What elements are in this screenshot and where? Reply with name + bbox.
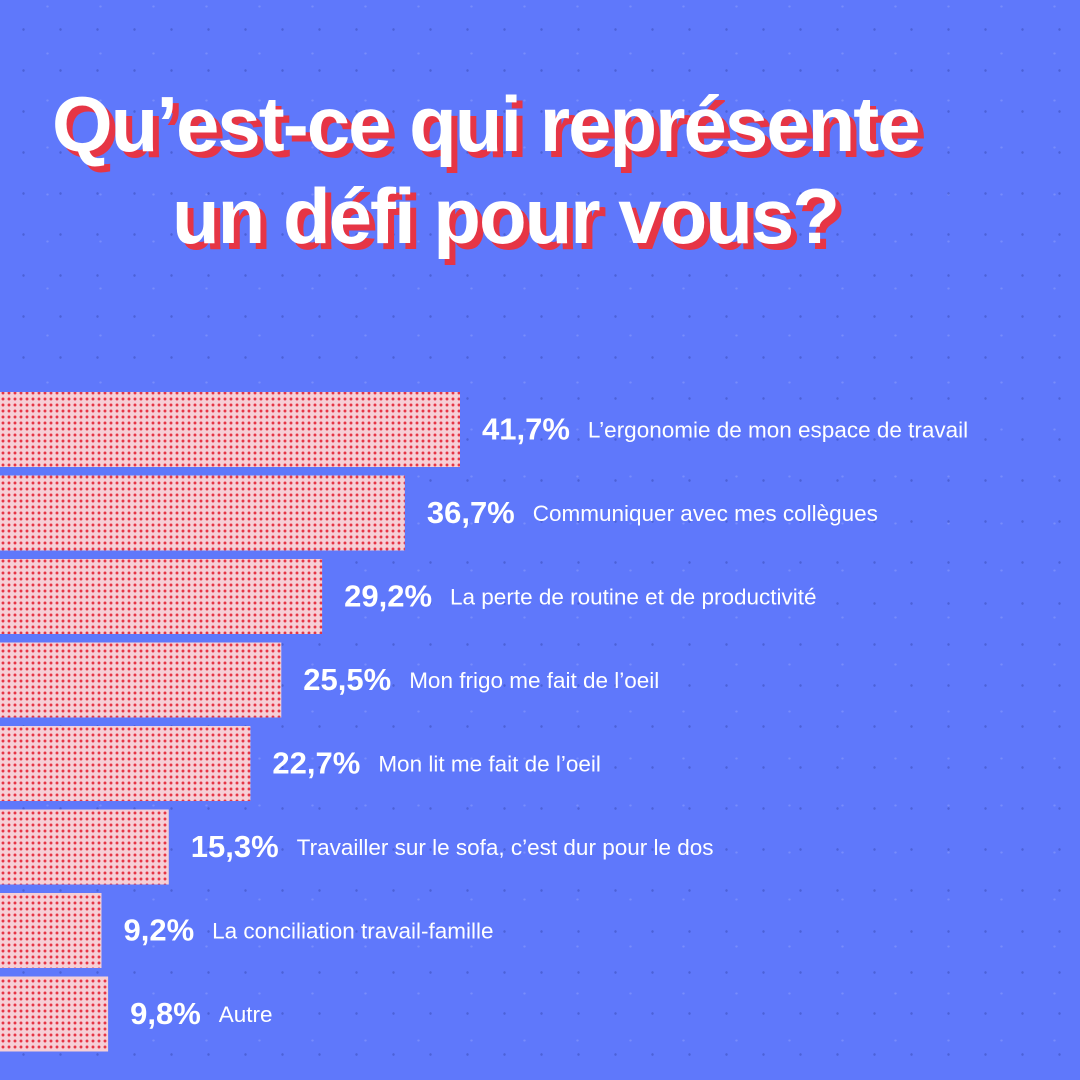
bar-category-label: La conciliation travail-famille <box>212 918 493 943</box>
bar-value-label: 25,5% <box>303 662 391 697</box>
bar-category-label: Mon lit me fait de l’oeil <box>378 751 601 776</box>
bar <box>0 642 282 718</box>
bar-value-label: 9,2% <box>123 913 194 948</box>
bar-value-label: 9,8% <box>130 996 201 1031</box>
bar-category-label: L’ergonomie de mon espace de travail <box>588 417 968 442</box>
bar-category-label: Autre <box>219 1002 273 1027</box>
bar-value-label: 22,7% <box>272 746 360 781</box>
bar-value-label: 29,2% <box>344 579 432 614</box>
title-line-1: Qu’est-ce qui représente <box>52 80 921 168</box>
bar-category-label: La perte de routine et de productivité <box>450 584 817 609</box>
bar-value-label: 36,7% <box>427 495 515 530</box>
bar <box>0 809 169 885</box>
bar <box>0 475 405 551</box>
bar <box>0 726 251 801</box>
chart-title: Qu’est-ce qui représente un défi pour vo… <box>0 78 1080 262</box>
bar <box>0 893 102 968</box>
bar <box>0 559 323 634</box>
title-line-2: un défi pour vous? <box>172 172 840 260</box>
bar-category-label: Mon frigo me fait de l’oeil <box>409 668 659 693</box>
bar-value-label: 41,7% <box>482 412 570 447</box>
bar <box>0 392 460 467</box>
bar <box>0 976 109 1052</box>
bar-value-label: 15,3% <box>191 829 279 864</box>
bar-category-label: Travailler sur le sofa, c’est dur pour l… <box>297 835 714 860</box>
bar-category-label: Communiquer avec mes collègues <box>533 501 878 526</box>
